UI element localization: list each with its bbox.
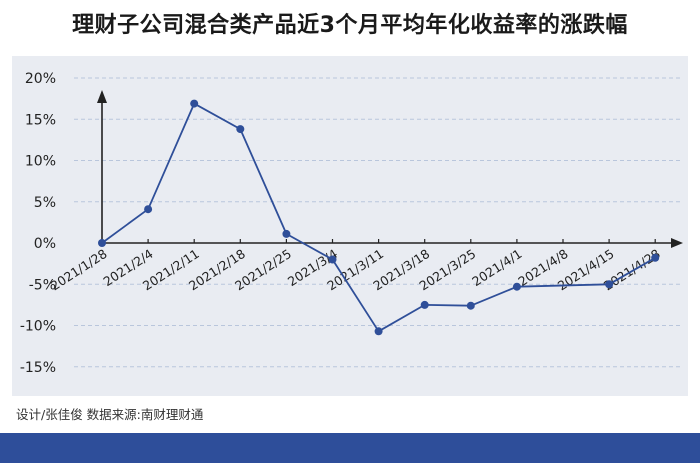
data-point [190,99,199,108]
footer-band [0,433,700,463]
line-chart: 20%15%10%5%0%-5%-10%-15%2021/1/282021/2/… [20,71,683,376]
data-point [98,239,106,247]
data-point [328,255,337,264]
data-point [605,280,614,289]
data-point [374,327,383,336]
data-point [144,205,153,214]
x-tick-label: 2021/1/28 [48,246,110,294]
y-tick-label: -15% [20,360,56,376]
y-tick-label: 0% [34,236,56,252]
y-axis-arrow [97,90,107,103]
data-point [651,253,660,262]
series-line [101,102,656,333]
y-tick-label: -10% [20,319,56,335]
data-point [282,229,291,238]
chart-panel: 20% 15% 10% 5% 0% -5% -10% -15% 2021/1/28 2021/2/… [12,56,688,396]
footer-credit: 设计/张佳俊 数据来源:南财理财通 [16,407,204,422]
y-tick-label: -5% [29,277,56,293]
y-tick-label: 5% [34,195,56,211]
y-tick-label: 20% [25,71,56,87]
x-axis-arrow [671,238,683,248]
data-point [236,125,245,134]
y-tick-label: 15% [25,112,56,128]
y-tick-label: 10% [25,154,56,170]
data-point [512,282,521,291]
x-tick-label: 2021/4/1 [469,246,524,289]
data-point [466,301,475,310]
data-point [420,300,429,309]
chart-title: 理财子公司混合类产品近3个月平均年化收益率的涨跌幅 [72,13,628,38]
